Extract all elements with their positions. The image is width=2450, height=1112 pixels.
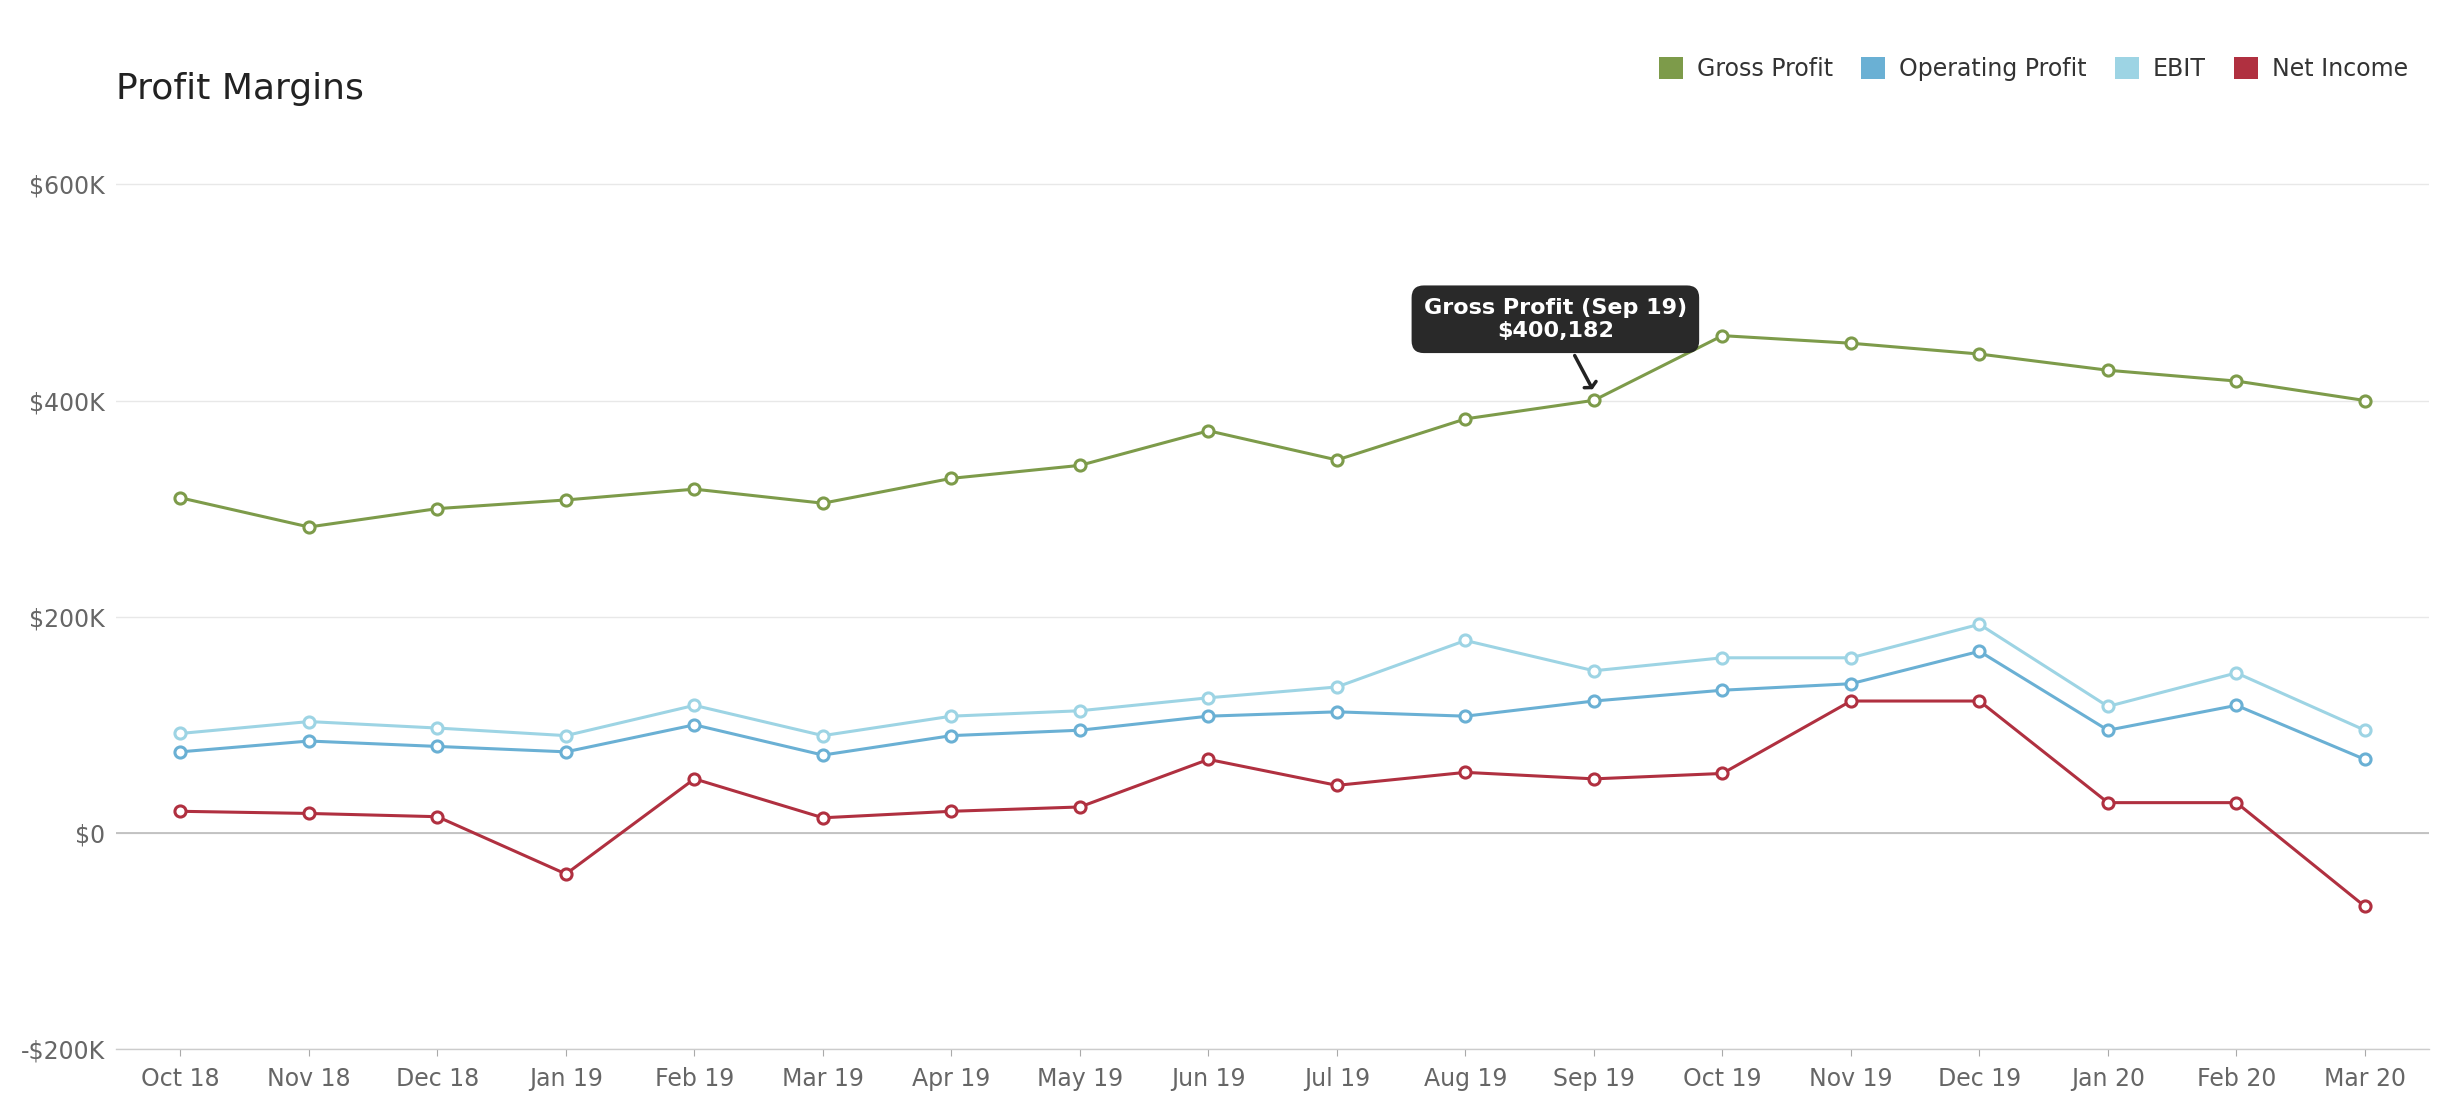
Text: Gross Profit (Sep 19)
$400,182: Gross Profit (Sep 19) $400,182 bbox=[1423, 298, 1688, 388]
Legend: Gross Profit, Operating Profit, EBIT, Net Income: Gross Profit, Operating Profit, EBIT, Ne… bbox=[1649, 48, 2418, 90]
Text: Profit Margins: Profit Margins bbox=[115, 71, 365, 106]
